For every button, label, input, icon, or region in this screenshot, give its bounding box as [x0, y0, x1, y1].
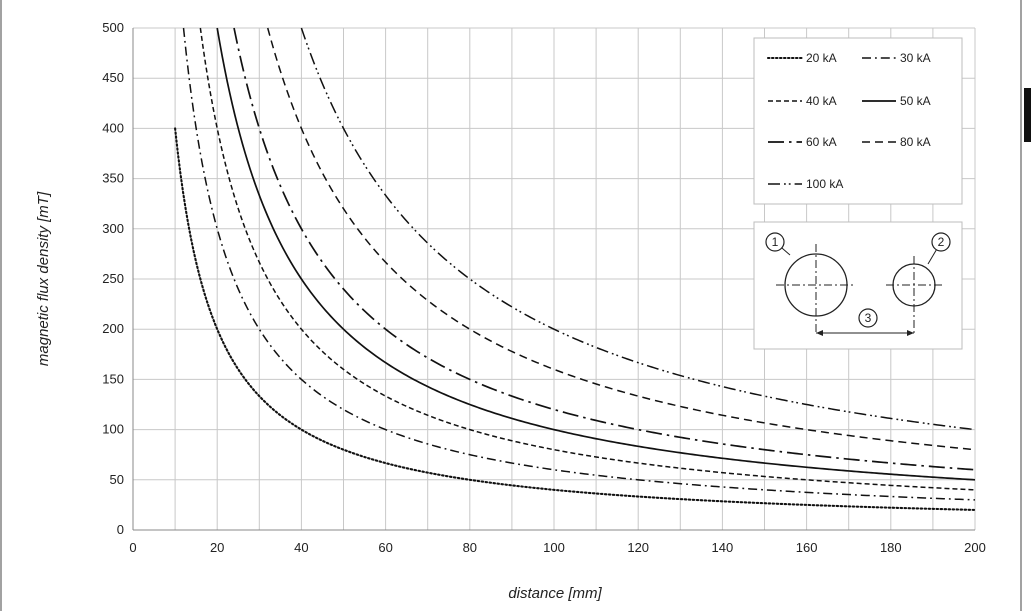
callout-number: 1: [772, 235, 779, 249]
y-tick-label: 100: [102, 422, 124, 437]
x-tick-label: 40: [294, 540, 308, 555]
legend-label: 100 kA: [806, 177, 843, 191]
x-tick-label: 140: [712, 540, 734, 555]
x-tick-label: 160: [796, 540, 818, 555]
x-tick-label: 80: [463, 540, 477, 555]
y-tick-label: 300: [102, 221, 124, 236]
curves: [174, 27, 977, 511]
legend: 20 kA 30 kA 40 kA 50 kA 60 kA 80 kA 100 kA: [753, 37, 963, 205]
axes: [132, 28, 975, 531]
x-tick-label: 0: [129, 540, 136, 555]
callout-number: 2: [938, 235, 945, 249]
dimension-arrow-left: [816, 330, 823, 336]
legend-box: [753, 37, 963, 205]
y-tick-label: 350: [102, 171, 124, 186]
legend-label: 80 kA: [900, 135, 931, 149]
series-line: [216, 27, 976, 481]
series-line: [199, 27, 976, 491]
legend-label: 50 kA: [900, 94, 931, 108]
x-tick-label: 100: [543, 540, 565, 555]
legend-label: 20 kA: [806, 51, 837, 65]
y-tick-label: 50: [110, 472, 124, 487]
legend-label: 30 kA: [900, 51, 931, 65]
series-line: [182, 27, 976, 501]
y-tick-label: 500: [102, 20, 124, 35]
x-tick-label: 200: [964, 540, 986, 555]
series-line: [174, 127, 977, 511]
y-tick-label: 450: [102, 70, 124, 85]
x-tick-label: 20: [210, 540, 224, 555]
callout-circle: [858, 308, 878, 328]
x-axis-label: distance [mm]: [508, 585, 602, 602]
callout-circle: [931, 232, 951, 252]
y-tick-label: 250: [102, 271, 124, 286]
legend-label: 40 kA: [806, 94, 837, 108]
series-line: [233, 27, 976, 471]
x-tick-label: 60: [378, 540, 392, 555]
series-line: [266, 27, 976, 451]
y-tick-label: 200: [102, 321, 124, 336]
x-tick-label: 180: [880, 540, 902, 555]
callout-circle: [765, 232, 785, 252]
y-tick-label: 0: [117, 522, 124, 537]
y-axis-label: magnetic flux density [mT]: [35, 191, 52, 366]
y-tick-label: 400: [102, 120, 124, 135]
legend-label: 60 kA: [806, 135, 837, 149]
series-line: [300, 27, 976, 431]
inset-diagram: 1 2 3: [753, 221, 963, 350]
edge-marker: [1024, 88, 1031, 142]
callout-number: 3: [865, 311, 872, 325]
x-tick-label: 120: [627, 540, 649, 555]
dimension-arrow-right: [907, 330, 914, 336]
tick-labels: 0 20 40 60 80 100 120 140 160 180 200 0 50 100 150 200 2…: [102, 20, 986, 555]
y-tick-label: 150: [102, 371, 124, 386]
